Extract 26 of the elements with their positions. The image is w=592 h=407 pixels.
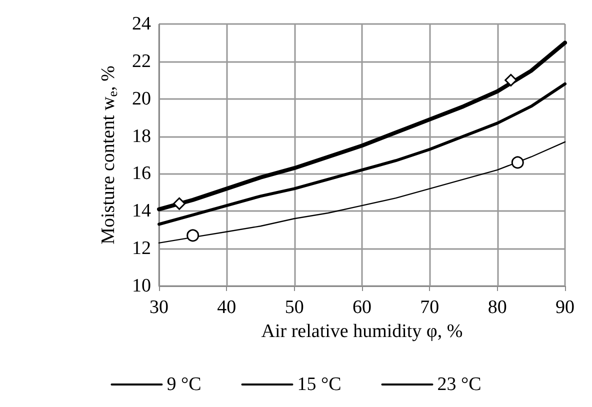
x-tick-label: 70 bbox=[420, 297, 440, 318]
y-tick-label: 20 bbox=[132, 88, 151, 110]
y-tick-label: 10 bbox=[132, 276, 151, 296]
x-tick-label: 90 bbox=[556, 297, 574, 318]
legend-label: 9 °C bbox=[166, 374, 202, 395]
line-series bbox=[158, 141, 566, 244]
x-tick-label: 50 bbox=[284, 297, 304, 318]
point bbox=[511, 156, 524, 169]
x-tick-label: 30 bbox=[150, 297, 168, 318]
y-axis-title: Moisture content we, % bbox=[98, 65, 120, 244]
line-series bbox=[158, 82, 566, 226]
y-tick-label: 22 bbox=[132, 50, 151, 72]
y-tick-label: 12 bbox=[132, 238, 151, 260]
y-tick-label: 24 bbox=[132, 14, 152, 34]
legend-label: 23 °C bbox=[437, 374, 482, 395]
legend-label: 15 °C bbox=[297, 374, 342, 395]
x-tick-label: 60 bbox=[352, 297, 372, 318]
line-series bbox=[157, 40, 567, 212]
point bbox=[186, 229, 200, 242]
x-tick-label: 80 bbox=[488, 297, 507, 318]
y-tick-label: 16 bbox=[132, 163, 151, 184]
x-tick-label: 40 bbox=[217, 297, 236, 318]
point bbox=[173, 197, 186, 210]
y-tick-label: 18 bbox=[132, 126, 151, 147]
y-tick-label: 14 bbox=[132, 200, 152, 222]
x-axis-title: Air relative humidity φ, % bbox=[261, 321, 463, 342]
